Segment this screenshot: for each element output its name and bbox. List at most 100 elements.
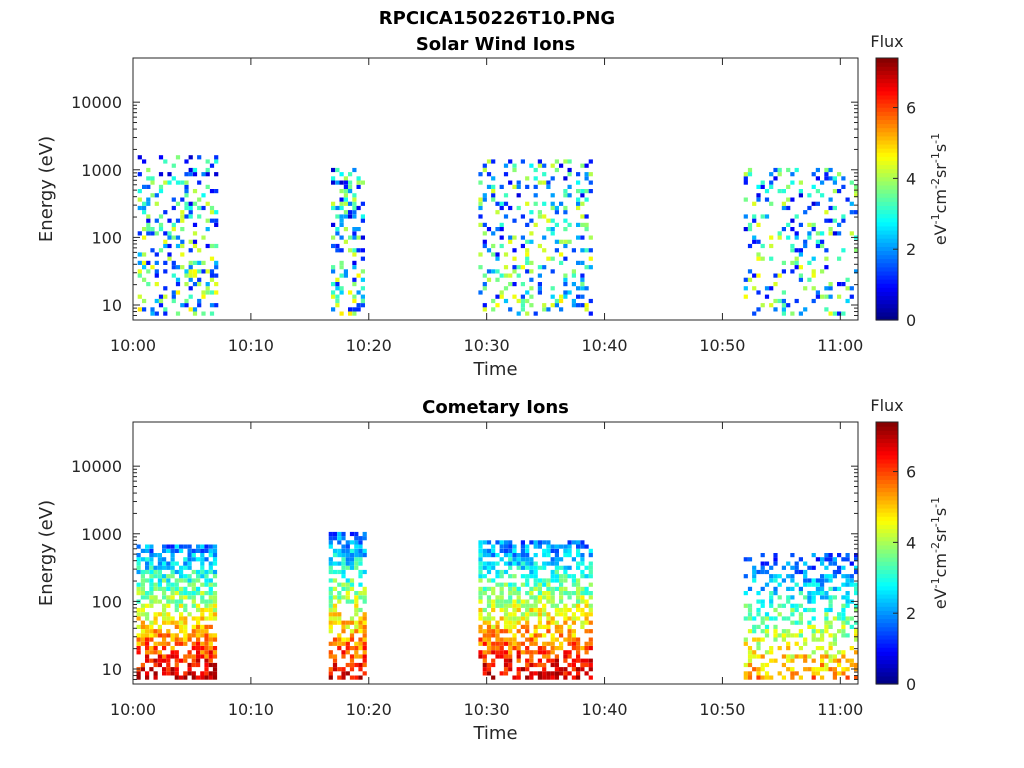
spectrogram-cell (542, 591, 547, 596)
spectrogram-cell (529, 565, 534, 570)
spectrogram-cell (537, 578, 542, 583)
spectrogram-cell (563, 544, 568, 549)
spectrogram-cell (188, 294, 193, 299)
spectrogram-cell (841, 557, 846, 562)
spectrogram-cell (781, 578, 786, 583)
spectrogram-cell (495, 624, 500, 629)
spectrogram-cell (803, 658, 808, 663)
spectrogram-cell (200, 624, 205, 629)
spectrogram-cell (495, 210, 500, 215)
spectrogram-cell (512, 282, 517, 287)
spectrogram-cell (208, 595, 213, 600)
colorbar-tick-label: 0 (906, 675, 916, 694)
colorbar-swatch (876, 205, 898, 211)
spectrogram-cell (790, 667, 795, 672)
spectrogram-cell (576, 667, 581, 672)
spectrogram-cell (550, 641, 555, 646)
spectrogram-cell (554, 303, 559, 308)
colorbar-swatch (876, 254, 898, 260)
spectrogram-cell (525, 607, 530, 613)
spectrogram-cell (349, 586, 355, 591)
spectrogram-cell (516, 298, 521, 304)
spectrogram-cell (781, 637, 786, 642)
spectrogram-cell (798, 620, 803, 625)
spectrogram-cell (571, 629, 576, 634)
colorbar-tick-label: 2 (906, 240, 916, 259)
spectrogram-cell (854, 193, 859, 198)
spectrogram-cell (769, 574, 774, 579)
spectrogram-cell (820, 578, 825, 583)
spectrogram-cell (486, 277, 492, 282)
spectrogram-cell (752, 286, 757, 291)
spectrogram-cell (747, 586, 753, 591)
spectrogram-cell (503, 540, 509, 545)
spectrogram-cell (571, 603, 576, 608)
spectrogram-cell (204, 671, 209, 676)
spectrogram-cell (529, 260, 534, 265)
spectrogram-cell (559, 591, 564, 596)
colorbar-tick-label: 6 (906, 99, 916, 118)
spectrogram-cell (328, 612, 333, 617)
spectrogram-cell (349, 578, 355, 583)
spectrogram-cell (837, 189, 842, 194)
spectrogram-cell (170, 553, 175, 558)
spectrogram-cell (204, 548, 209, 553)
spectrogram-cell (201, 311, 206, 316)
spectrogram-cell (146, 214, 151, 219)
spectrogram-cell (162, 578, 167, 583)
spectrogram-cell (136, 607, 141, 613)
colorbar-swatch (876, 434, 898, 439)
spectrogram-cell (482, 662, 487, 668)
spectrogram-cell (183, 624, 188, 629)
spectrogram-cell (486, 612, 492, 617)
spectrogram-cell (563, 243, 568, 249)
spectrogram-cell (747, 172, 753, 177)
y-tick-label: 10000 (71, 93, 122, 112)
spectrogram-cell (807, 654, 812, 659)
spectrogram-cell (174, 582, 179, 587)
colorbar-swatch (876, 618, 898, 624)
spectrogram-cell (533, 544, 538, 549)
colorbar-swatch (876, 614, 898, 620)
spectrogram-cell (335, 286, 340, 291)
spectrogram-cell (516, 616, 521, 621)
colorbar-swatch (876, 606, 898, 611)
spectrogram-cell (546, 654, 551, 659)
spectrogram-cell (150, 176, 155, 181)
spectrogram-cell (752, 578, 757, 583)
spectrogram-cell (790, 671, 795, 676)
spectrogram-cell (491, 565, 496, 570)
spectrogram-cell (525, 646, 530, 651)
spectrogram-cell (525, 298, 530, 304)
spectrogram-cell (209, 290, 215, 295)
spectrogram-cell (137, 307, 142, 312)
x-tick-label: 10:20 (346, 336, 392, 355)
spectrogram-cell (352, 231, 357, 236)
spectrogram-cell (166, 667, 171, 672)
spectrogram-cell (550, 662, 555, 668)
spectrogram-cell (348, 311, 353, 316)
spectrogram-cell (820, 646, 825, 651)
spectrogram-cell (208, 612, 213, 617)
spectrogram-cell (142, 298, 147, 304)
spectrogram-cell (212, 574, 218, 579)
spectrogram-cell (550, 637, 555, 642)
spectrogram-cell (567, 671, 572, 676)
spectrogram-cell (179, 624, 184, 629)
spectrogram-cell (786, 561, 791, 566)
spectrogram-cell (163, 269, 168, 274)
spectrogram-cell (337, 591, 342, 596)
spectrogram-cell (773, 307, 778, 312)
colorbar-border (875, 421, 899, 685)
spectrogram-cell (525, 650, 530, 655)
spectrogram-cell (140, 578, 145, 583)
spectrogram-cell (781, 227, 786, 232)
colorbar-swatch (876, 589, 898, 595)
spectrogram-cell (335, 243, 340, 249)
spectrogram-cell (478, 650, 483, 655)
spectrogram-cell (153, 675, 158, 680)
spectrogram-cell (845, 675, 850, 680)
spectrogram-cell (786, 205, 791, 211)
spectrogram-cell (478, 197, 483, 202)
spectrogram-cell (482, 167, 487, 173)
